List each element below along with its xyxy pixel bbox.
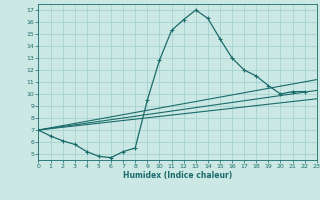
X-axis label: Humidex (Indice chaleur): Humidex (Indice chaleur) xyxy=(123,171,232,180)
